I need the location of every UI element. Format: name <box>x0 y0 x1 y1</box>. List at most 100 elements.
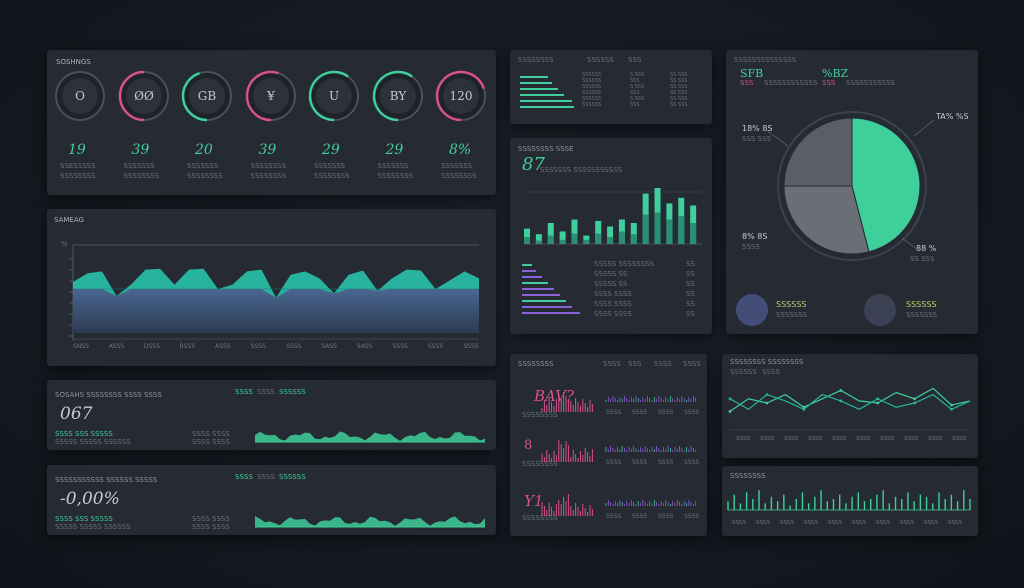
list-row-text: SSSSSS <box>582 84 602 90</box>
bar <box>559 231 566 244</box>
bar-inner <box>690 223 697 244</box>
list-row-text-3: SS SSS <box>670 72 688 78</box>
gauge-inner <box>316 78 352 114</box>
bar-list-line <box>522 300 566 302</box>
kpi-2-title: SSSSSSSSSSS SSSSSS SSSSS <box>55 476 158 484</box>
bar-list-label: SSSS SSSS <box>594 290 632 298</box>
bar-list-value: SS <box>686 300 695 308</box>
sparkline-col-label: SSSS <box>632 513 647 520</box>
gauge-arc <box>308 70 349 122</box>
line-x-tick-label: SSSS <box>736 436 750 442</box>
pie-legend-1-value: SSSSSS <box>776 300 807 309</box>
kpi-2-legend-b: SSSS <box>257 473 275 481</box>
kpi-1-row-3: SSSS SSSS <box>192 430 230 438</box>
pie-callout-2: TA% %S <box>936 112 969 121</box>
kpi-2-row-2: SSSSS SSSSS SSSSSS <box>55 523 131 531</box>
spike-x-tick-label: SSSS <box>804 520 818 526</box>
gauge-inner <box>252 78 289 114</box>
gauge-desc: SSSSSSS <box>187 162 219 170</box>
sparkline-charts: SSSS SSSS SSSS SSSS SSSS SSSS SSSS SSSS SSSS SSSS… <box>541 392 699 520</box>
line-point <box>839 389 843 392</box>
wave-area <box>255 516 485 527</box>
kpi-2-wave <box>255 516 485 528</box>
kpi-1-row-4: SSSS SSSS <box>192 438 230 446</box>
bar-inner <box>559 239 566 244</box>
bar-list-line <box>522 282 548 284</box>
area-x-tick-label: SNSS <box>73 343 89 350</box>
spike-x-tick-label: SSSS <box>852 520 866 526</box>
gauge-arc <box>372 70 413 122</box>
bar-list-label: SSSS SSSS <box>594 310 632 318</box>
bar <box>630 223 637 244</box>
pie-stat-1-value: SFB <box>740 67 764 80</box>
sparkline-col-label: SSSS <box>684 409 699 416</box>
kpi-panel-2: SSSSSSSSSSS SSSSSS SSSSS -0,00% SSSS SSS… <box>47 465 496 535</box>
line-x-tick-label: SSSS <box>928 436 942 442</box>
bar-inner <box>630 234 637 244</box>
sparkline-panel: SSSSSSSS SSSS SSS SSSS SSSS BAV? SSSSSSS… <box>510 354 707 536</box>
bar-list-label: SSSSS SS <box>594 280 628 288</box>
area-x-tick-label: SSSS <box>428 343 443 350</box>
gauge-1: O <box>55 71 105 121</box>
list-row-text-2: S SSS <box>630 72 645 78</box>
list-bar <box>520 100 572 102</box>
gauge-desc: SSESSSSS <box>60 162 96 170</box>
spike-chart: SSSS SSSS SSSS SSSS SSSS SSSS SSSS SSSS SSSS SSSS <box>727 490 971 526</box>
sparkline-col-label: SSSS <box>684 513 699 520</box>
list-row-text-3: SS SSS <box>670 84 688 90</box>
kpi-1-row-1: SSSS SSS SSSSS <box>55 430 113 438</box>
sparkline-header-d: SSSS <box>683 360 701 368</box>
line-series-1 <box>729 387 971 412</box>
sparkline-col-label: SSSS <box>606 459 621 466</box>
bar-list-value: SS <box>686 310 695 318</box>
gauge-label: U <box>329 89 339 103</box>
kpi-2-row-1: SSSS SSS SSSSS <box>55 515 113 523</box>
spike-x-tick-label: SSSS <box>756 520 770 526</box>
gauge-desc: SSSSSSS <box>314 162 346 170</box>
spike-x-tick-label: SSSS <box>828 520 842 526</box>
area-x-tick-label: DSSS <box>144 343 160 350</box>
list-header-c: SSS <box>628 56 642 64</box>
list-row-text: SSSSSS <box>582 90 602 96</box>
gauge-desc-2: SSSSSSSS <box>314 172 350 180</box>
bar <box>547 223 554 244</box>
sparkline-col-label: SSSS <box>684 459 699 466</box>
bar-inner <box>571 233 578 244</box>
sparkline-col-label: SSSS <box>606 409 621 416</box>
pie-legend-2-sub: SSSSSSS <box>906 311 938 319</box>
area-x-tick-label: SSSS <box>392 343 407 350</box>
kpi-1-legend-a: SSSS <box>235 388 253 396</box>
area-x-tick-label: SASS <box>321 343 337 350</box>
kpi-2-row-3: SSSS SSSS <box>192 515 230 523</box>
sparkline-col-label: SSSS <box>658 459 673 466</box>
gauge-arc <box>118 70 144 122</box>
list-row-text-2: SSS <box>630 78 640 84</box>
gauge-inner <box>125 78 162 114</box>
bar-list-value: SS <box>686 260 695 268</box>
list-bar <box>520 94 564 96</box>
kpi-1-legend-c: SSSSSS <box>279 388 306 396</box>
pie-callout-1-sub: SSS SSS <box>742 135 771 143</box>
sparkline-col-label: SSSS <box>658 409 673 416</box>
gauge-3: GB <box>181 71 232 122</box>
bar <box>571 219 578 244</box>
bar-list-line <box>522 270 536 272</box>
pie-callout-4: 8% 8S <box>742 232 768 241</box>
kpi-1-title: SOSAHS SSSSSSSS SSSS SSSS <box>55 391 162 399</box>
bar-inner <box>618 231 625 244</box>
spike-x-tick-label: SSSS <box>732 520 746 526</box>
bar-chart-value: 87 <box>522 154 545 175</box>
bar <box>535 234 542 244</box>
gauge-desc-2: SSSSSSSS <box>250 172 287 180</box>
bar <box>607 226 614 244</box>
pie-ring <box>777 111 927 261</box>
gauge-desc-2: SSSSSSSS <box>60 172 96 180</box>
pie-legend-2-value: SSSSSS <box>906 300 937 309</box>
gauge-label: BY <box>389 89 407 103</box>
list-row-text-2: SSS <box>630 102 640 108</box>
gauge-label: ¥ <box>266 89 275 103</box>
pie-legend-1-sub: SSSSSSS <box>776 311 808 319</box>
spike-x-tick-label: SSSS <box>900 520 914 526</box>
list-row-text-2: SSS <box>630 90 640 96</box>
bar-list-line <box>522 306 572 308</box>
